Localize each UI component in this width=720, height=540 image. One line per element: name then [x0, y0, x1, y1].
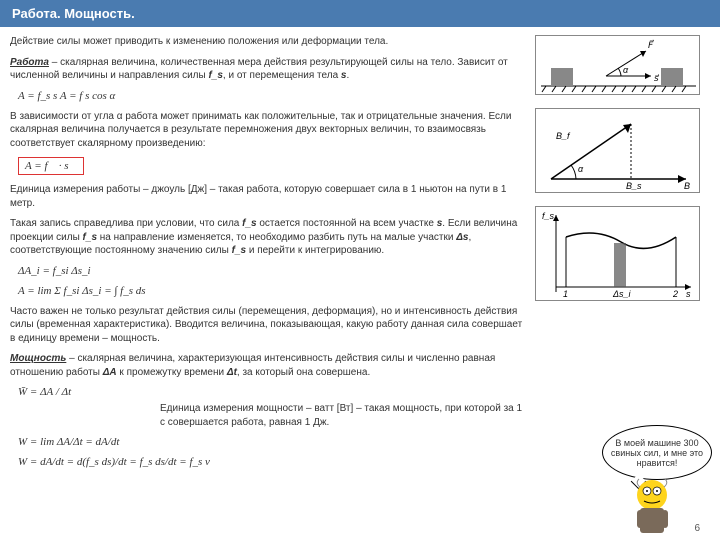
term-power: Мощность — [10, 353, 66, 364]
svg-text:B: B — [684, 181, 690, 191]
svg-text:2: 2 — [672, 289, 678, 299]
term-work: Работа — [10, 57, 49, 68]
para-unit-watt: Единица измерения мощности – ватт [Вт] –… — [160, 402, 527, 429]
formula-w-lim: W = lim ΔA/Δt = dA/dt — [18, 436, 527, 448]
slide-header: Работа. Мощность. — [0, 0, 720, 27]
slide-title: Работа. Мощность. — [12, 6, 135, 21]
diagram-graph-integral: f_s 1 Δs_i 2 s — [535, 206, 700, 301]
formula-integral: A = lim Σ f_si Δs_i = ∫ f_s ds — [18, 285, 527, 297]
cartoon-character — [625, 475, 680, 535]
speech-bubble: В моей машине 300 свиных сил, и мне это … — [602, 425, 712, 480]
formula-work-basic: A = f_s s A = f s cos α — [18, 90, 527, 102]
text-column: Действие силы может приводить к изменени… — [10, 35, 535, 476]
formula-dot-product: A = f⃗ · s⃗ — [18, 157, 84, 175]
formula-delta-a: ΔA_i = f_si Δs_i — [18, 265, 527, 277]
para-power-intro: Часто важен не только результат действия… — [10, 305, 527, 346]
para-variable-force: Такая запись справедлива при условии, чт… — [10, 217, 527, 258]
svg-text:B_s: B_s — [626, 181, 642, 191]
para-work-def: Работа – скалярная величина, количествен… — [10, 56, 527, 83]
svg-text:s: s — [686, 289, 691, 299]
svg-text:1: 1 — [563, 289, 568, 299]
figure-column: F⃗ α s⃗ B_f B_s α B f_s 1 Δs_i 2 s — [535, 35, 710, 476]
svg-text:F⃗: F⃗ — [648, 39, 654, 50]
formula-w-avg: W̄ = ΔA / Δt — [18, 386, 527, 398]
diagram-force-block: F⃗ α s⃗ — [535, 35, 700, 95]
content-area: Действие силы может приводить к изменени… — [0, 27, 720, 476]
page-number: 6 — [694, 523, 700, 534]
svg-text:s⃗: s⃗ — [654, 73, 659, 83]
svg-text:α: α — [623, 65, 629, 75]
svg-text:B_f: B_f — [556, 131, 571, 141]
formula-w-fv: W = dA/dt = d(f_s ds)/dt = f_s ds/dt = f… — [18, 456, 527, 468]
svg-text:f_s: f_s — [542, 211, 555, 221]
diagram-projection: B_f B_s α B — [535, 108, 700, 193]
bubble-text: В моей машине 300 свиных сил, и мне это … — [607, 438, 707, 468]
para-angle: В зависимости от угла α работа может при… — [10, 110, 527, 151]
para-unit-joule: Единица измерения работы – джоуль [Дж] –… — [10, 183, 527, 210]
para-power-def: Мощность – скалярная величина, характери… — [10, 352, 527, 379]
svg-text:Δs_i: Δs_i — [612, 289, 632, 299]
formula-boxed-wrap: A = f⃗ · s⃗ — [18, 157, 527, 175]
para-intro: Действие силы может приводить к изменени… — [10, 35, 527, 49]
svg-text:α: α — [578, 164, 584, 174]
